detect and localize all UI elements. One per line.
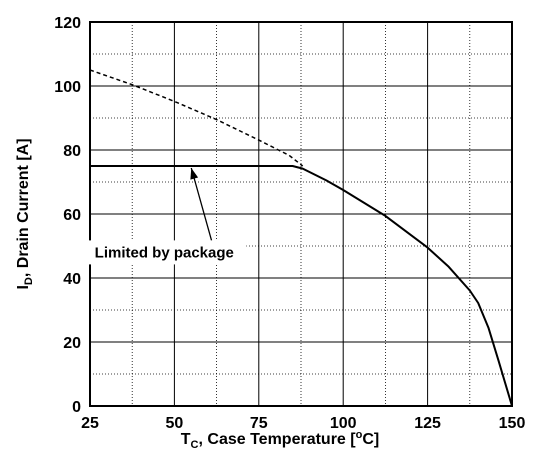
x-axis-label-sub: C bbox=[191, 439, 199, 451]
solid-series-line bbox=[90, 165, 513, 407]
y-tick-label: 0 bbox=[72, 399, 81, 416]
major-grid bbox=[90, 22, 512, 406]
x-tick-labels: 25 50 75 100 125 150 bbox=[81, 415, 525, 432]
package-limit-annotation: Limited by package bbox=[82, 167, 247, 265]
plot-frame bbox=[89, 21, 513, 407]
annotation-label-box bbox=[82, 240, 247, 265]
y-axis-label-text: , Drain Current [A] bbox=[15, 138, 32, 277]
x-tick-label: 25 bbox=[81, 415, 99, 432]
x-tick-label: 100 bbox=[330, 415, 357, 432]
x-tick-label: 75 bbox=[250, 415, 268, 432]
y-tick-label: 100 bbox=[54, 79, 81, 96]
x-axis-label-main: T bbox=[181, 431, 191, 448]
x-tick-label: 150 bbox=[499, 415, 526, 432]
y-tick-labels: 0 20 40 60 80 100 120 bbox=[54, 15, 81, 416]
series-layer bbox=[89, 69, 513, 407]
x-axis-label-degree: o bbox=[356, 429, 363, 441]
x-axis-label: TC, Case Temperature [oC] bbox=[181, 429, 379, 451]
y-tick-label: 60 bbox=[63, 207, 81, 224]
x-tick-label: 50 bbox=[166, 415, 184, 432]
x-tick-label: 125 bbox=[414, 415, 441, 432]
y-axis-label-main: I bbox=[15, 285, 32, 289]
x-axis-label-text: , Case Temperature [ bbox=[199, 431, 357, 448]
y-tick-label: 80 bbox=[63, 143, 81, 160]
y-tick-label: 20 bbox=[63, 335, 81, 352]
y-axis-label-sub: D bbox=[23, 277, 35, 285]
y-tick-label: 120 bbox=[54, 15, 81, 32]
x-axis-label-unit: C] bbox=[362, 431, 379, 448]
annotation-arrow-line bbox=[190, 167, 213, 241]
annotation-label: Limited by package bbox=[95, 244, 234, 261]
y-tick-label: 40 bbox=[63, 271, 81, 288]
y-axis-label: ID, Drain Current [A] bbox=[15, 138, 35, 289]
annotation-arrow-head bbox=[190, 168, 199, 180]
dashed-series-line bbox=[89, 69, 304, 167]
